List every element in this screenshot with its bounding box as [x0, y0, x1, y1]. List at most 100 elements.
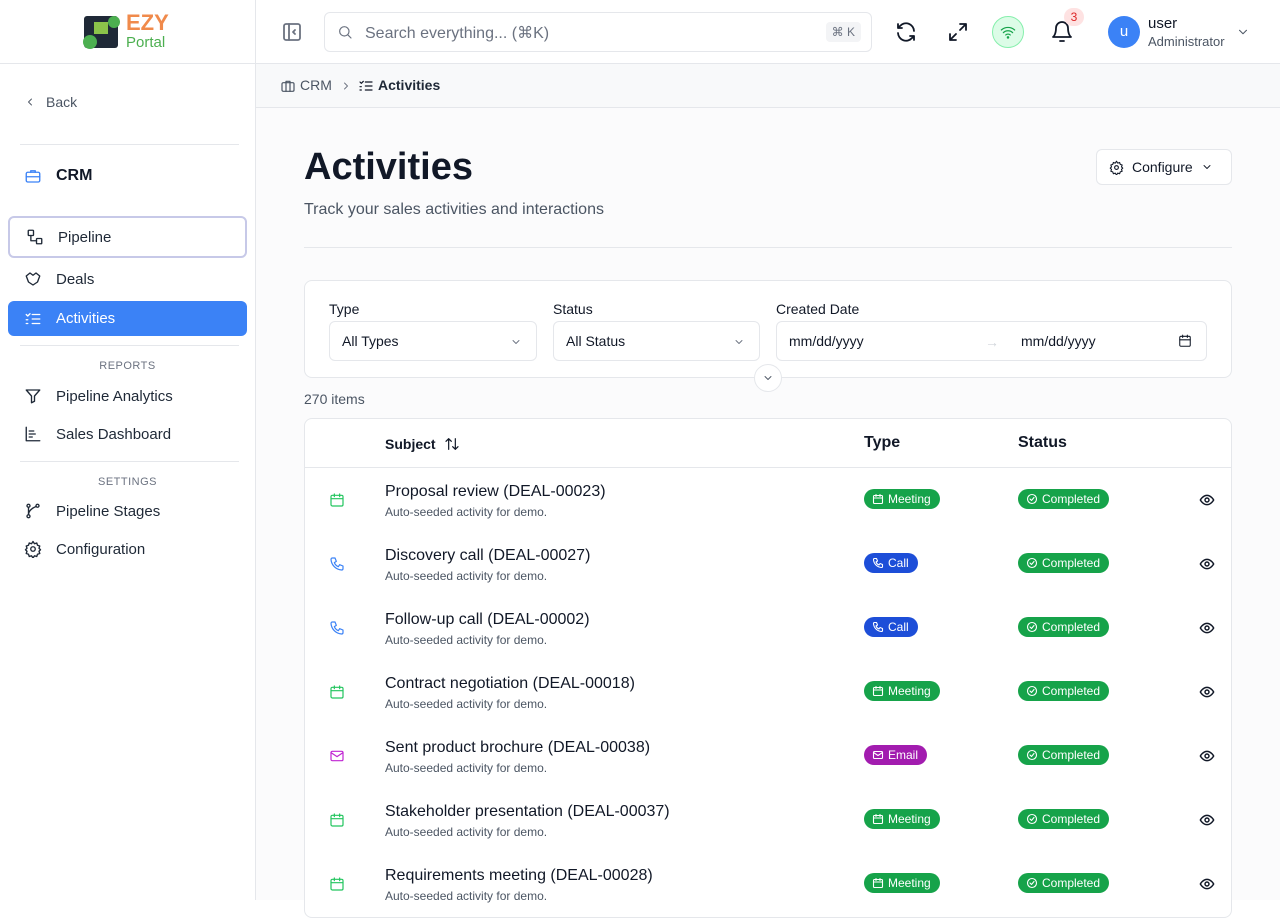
view-button[interactable] [1199, 556, 1215, 572]
nav-item[interactable]: Configuration [8, 531, 247, 567]
view-button[interactable] [1199, 876, 1215, 892]
select-value: All Status [566, 333, 626, 349]
table-row[interactable]: Follow-up call (DEAL-00002) Auto-seeded a… [305, 596, 1231, 660]
page-title: Activities [304, 146, 473, 188]
type-select[interactable]: All Types [329, 321, 537, 361]
activity-icon [329, 876, 345, 892]
view-button[interactable] [1199, 492, 1215, 508]
table-row[interactable]: Sent product brochure (DEAL-00038) Auto-s… [305, 724, 1231, 788]
fullscreen-button[interactable] [946, 20, 970, 44]
sidebar: EZY Portal Back CRM Pipeline Deals Activ… [0, 0, 256, 900]
activity-note: Auto-seeded activity for demo. [385, 569, 548, 583]
nav-item[interactable]: Sales Dashboard [8, 416, 247, 452]
nav-item[interactable]: Deals [8, 261, 247, 297]
user-role: Administrator [1148, 34, 1225, 49]
table-row[interactable]: Contract negotiation (DEAL-00018) Auto-se… [305, 660, 1231, 724]
activity-subject: Stakeholder presentation (DEAL-00037) [385, 803, 670, 820]
back-link[interactable]: Back [8, 84, 247, 120]
nav-item[interactable]: Pipeline [8, 216, 247, 258]
status-badge: Completed [1018, 617, 1110, 637]
status-text: Completed [1042, 620, 1101, 634]
view-button[interactable] [1199, 812, 1215, 828]
type-text: Meeting [888, 492, 931, 506]
date-range[interactable]: mm/dd/yyyy → mm/dd/yyyy [776, 321, 1207, 361]
user-menu-toggle[interactable] [1236, 25, 1250, 39]
table-row[interactable]: Discovery call (DEAL-00027) Auto-seeded a… [305, 532, 1231, 596]
search-box[interactable]: Search everything... (⌘K) ⌘ K [324, 12, 872, 52]
breadcrumb-current: Activities [378, 77, 441, 93]
status-badge: Completed [1018, 809, 1110, 829]
column-header[interactable]: Subject [385, 436, 436, 452]
breadcrumb-link[interactable]: CRM [300, 77, 332, 93]
collapse-button[interactable] [280, 20, 304, 44]
refresh-button[interactable] [894, 20, 918, 44]
connection-status[interactable] [992, 16, 1024, 48]
activity-icon [329, 684, 345, 700]
nav-text: Sales Dashboard [56, 425, 172, 443]
activity-subject: Contract negotiation (DEAL-00018) [385, 675, 635, 692]
avatar[interactable]: u [1108, 16, 1140, 48]
status-select[interactable]: All Status [553, 321, 760, 361]
logo-area: EZY Portal [0, 0, 255, 64]
nav-text: Pipeline Stages [56, 502, 161, 520]
type-badge: Call [864, 617, 918, 637]
status-text: Completed [1042, 812, 1101, 826]
view-button[interactable] [1199, 748, 1215, 764]
activity-icon [329, 620, 345, 636]
activity-note: Auto-seeded activity for demo. [385, 825, 548, 839]
status-text: Completed [1042, 492, 1101, 506]
type-text: Meeting [888, 812, 931, 826]
range-arrow: → [985, 334, 999, 350]
status-text: Completed [1042, 876, 1101, 890]
activity-icon [329, 748, 345, 764]
nav-text: Activities [56, 310, 116, 327]
activity-table: Subject Type Status Proposal review (DEA… [304, 418, 1232, 918]
date-from: mm/dd/yyyy [789, 333, 864, 349]
nav-item[interactable]: Pipeline Analytics [8, 378, 247, 414]
nav-item-active[interactable]: Activities [8, 301, 247, 336]
status-text: Completed [1042, 556, 1101, 570]
nav-text: Configuration [56, 540, 146, 558]
view-button[interactable] [1199, 620, 1215, 636]
logo-top: EZY [126, 10, 169, 35]
type-text: Meeting [888, 684, 931, 698]
activity-subject: Sent product brochure (DEAL-00038) [385, 739, 651, 756]
activity-note: Auto-seeded activity for demo. [385, 697, 548, 711]
nav-text: Pipeline Analytics [56, 387, 173, 405]
status-badge: Completed [1018, 745, 1110, 765]
breadcrumb: CRM Activities [256, 64, 1280, 108]
type-badge: Meeting [864, 809, 940, 829]
nav-item[interactable]: Pipeline Stages [8, 493, 247, 529]
status-text: Completed [1042, 684, 1101, 698]
nav-text: Deals [56, 270, 95, 288]
type-badge: Email [864, 745, 928, 765]
logo-bottom: Portal [126, 34, 166, 51]
expand-filters[interactable] [754, 364, 782, 392]
status-badge: Completed [1018, 553, 1110, 573]
notifications-button[interactable] [1050, 20, 1074, 44]
activity-note: Auto-seeded activity for demo. [385, 633, 548, 647]
back-text: Back [46, 94, 78, 110]
user-name: user [1148, 15, 1178, 32]
divider [20, 144, 239, 145]
table-row[interactable]: Requirements meeting (DEAL-00028) Auto-se… [305, 852, 1231, 916]
activity-note: Auto-seeded activity for demo. [385, 889, 548, 903]
activity-note: Auto-seeded activity for demo. [385, 505, 548, 519]
table-row[interactable]: Stakeholder presentation (DEAL-00037) Aut… [305, 788, 1231, 852]
view-button[interactable] [1199, 684, 1215, 700]
activity-subject: Proposal review (DEAL-00023) [385, 483, 606, 500]
search-shortcut: ⌘ K [825, 22, 861, 42]
activity-icon [329, 492, 345, 508]
divider [20, 461, 239, 462]
column-header: Type [864, 434, 901, 451]
configure-button[interactable]: Configure [1096, 149, 1232, 185]
activity-icon [329, 556, 345, 572]
status-badge: Completed [1018, 681, 1110, 701]
table-row[interactable]: Proposal review (DEAL-00023) Auto-seeded … [305, 468, 1231, 532]
page-subtitle: Track your sales activities and interact… [304, 201, 604, 218]
activity-note: Auto-seeded activity for demo. [385, 761, 548, 775]
activity-subject: Requirements meeting (DEAL-00028) [385, 867, 653, 884]
configure-text: Configure [1132, 159, 1193, 175]
status-badge: Completed [1018, 873, 1110, 893]
